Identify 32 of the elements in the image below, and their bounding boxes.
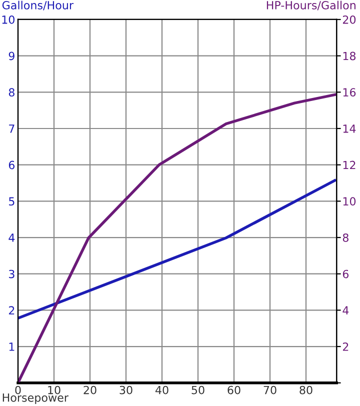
y2-tick-label: 18 xyxy=(343,52,356,60)
y2-tick-label: 16 xyxy=(343,88,356,97)
y2-tick-label: 12 xyxy=(343,160,356,170)
y-tick-label: 6 xyxy=(8,160,15,170)
y-tick-label: 10 xyxy=(2,15,14,24)
y-tick-label: 5 xyxy=(9,197,14,206)
x-tick-label: 30 xyxy=(120,386,132,394)
y-tick-label: 7 xyxy=(9,124,14,133)
y2-tick-label: 8 xyxy=(342,233,348,242)
y2-axis-title: HP-Hours/Gallon xyxy=(266,0,356,10)
y-tick-label: 1 xyxy=(9,342,14,351)
y-tick-label: 9 xyxy=(8,52,14,60)
x-tick-label: 0 xyxy=(15,386,21,394)
y2-tick-label: 20 xyxy=(342,15,356,24)
y-axis-title: Gallons/Hour xyxy=(2,0,74,10)
y-tick-label: 8 xyxy=(8,88,14,97)
y-tick-label: 3 xyxy=(9,270,14,278)
x-tick-label: 80 xyxy=(300,386,312,394)
x-tick-label: 20 xyxy=(84,386,96,394)
x-tick-label: 50 xyxy=(192,386,204,394)
x-tick-label: 40 xyxy=(155,386,168,394)
y2-tick-label: 6 xyxy=(342,270,349,278)
x-tick-label: 10 xyxy=(48,386,60,394)
y2-tick-label: 4 xyxy=(342,306,349,314)
x-axis-title: Horsepower xyxy=(2,394,68,404)
y2-tick-label: 2 xyxy=(342,342,348,351)
y2-tick-label: 10 xyxy=(343,197,356,206)
y-tick-label: 2 xyxy=(8,306,14,314)
y-tick-label: 4 xyxy=(8,234,15,242)
x-tick-label: 70 xyxy=(264,386,276,394)
y2-tick-label: 14 xyxy=(343,124,356,133)
x-tick-label: 60 xyxy=(228,386,240,394)
